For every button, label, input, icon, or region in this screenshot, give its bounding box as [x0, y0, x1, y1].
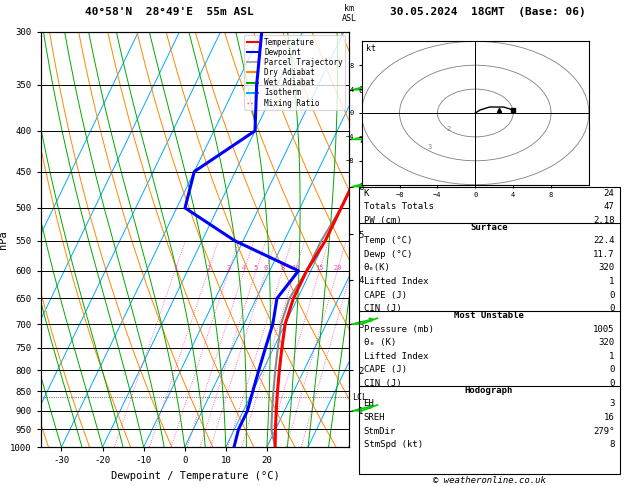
Text: θₑ (K): θₑ (K): [364, 338, 396, 347]
Text: CAPE (J): CAPE (J): [364, 291, 406, 300]
Text: 320: 320: [598, 263, 615, 273]
Text: 8: 8: [609, 440, 615, 450]
Text: 2.18: 2.18: [593, 216, 615, 225]
Legend: Temperature, Dewpoint, Parcel Trajectory, Dry Adiabat, Wet Adiabat, Isotherm, Mi: Temperature, Dewpoint, Parcel Trajectory…: [245, 35, 345, 110]
Text: 22.4: 22.4: [593, 236, 615, 245]
X-axis label: Dewpoint / Temperature (°C): Dewpoint / Temperature (°C): [111, 471, 279, 481]
Text: 30.05.2024  18GMT  (Base: 06): 30.05.2024 18GMT (Base: 06): [389, 7, 586, 17]
Y-axis label: hPa: hPa: [0, 230, 8, 249]
Text: 0: 0: [609, 365, 615, 375]
Text: StmDir: StmDir: [364, 427, 396, 436]
Text: 16: 16: [604, 413, 615, 422]
Text: 1: 1: [609, 277, 615, 286]
Text: Surface: Surface: [470, 223, 508, 232]
Text: 3: 3: [428, 144, 432, 150]
Text: Pressure (mb): Pressure (mb): [364, 325, 433, 334]
Text: K: K: [364, 189, 369, 198]
Text: 3: 3: [226, 265, 231, 271]
Text: Temp (°C): Temp (°C): [364, 236, 412, 245]
Text: SREH: SREH: [364, 413, 385, 422]
Text: 2: 2: [447, 126, 451, 132]
Text: 40°58'N  28°49'E  55m ASL: 40°58'N 28°49'E 55m ASL: [86, 7, 254, 17]
Text: 1005: 1005: [593, 325, 615, 334]
Text: CIN (J): CIN (J): [364, 379, 401, 388]
Text: Hodograph: Hodograph: [465, 386, 513, 395]
Text: CIN (J): CIN (J): [364, 304, 401, 313]
Text: θₑ(K): θₑ(K): [364, 263, 391, 273]
Text: 6: 6: [264, 265, 268, 271]
Text: 279°: 279°: [593, 427, 615, 436]
Text: Dewp (°C): Dewp (°C): [364, 250, 412, 259]
Text: 11.7: 11.7: [593, 250, 615, 259]
Text: kt: kt: [367, 44, 376, 53]
Text: 320: 320: [598, 338, 615, 347]
Text: 8: 8: [281, 265, 284, 271]
Text: PW (cm): PW (cm): [364, 216, 401, 225]
Text: Lifted Index: Lifted Index: [364, 277, 428, 286]
Text: EH: EH: [364, 399, 374, 409]
Text: 20: 20: [333, 265, 342, 271]
Text: CAPE (J): CAPE (J): [364, 365, 406, 375]
Text: Lifted Index: Lifted Index: [364, 352, 428, 361]
Text: 4: 4: [242, 265, 246, 271]
Text: Most Unstable: Most Unstable: [454, 311, 524, 320]
Text: 5: 5: [254, 265, 258, 271]
Text: 47: 47: [604, 202, 615, 211]
Text: LCL: LCL: [352, 393, 367, 401]
Text: 15: 15: [315, 265, 324, 271]
Text: 2: 2: [206, 265, 210, 271]
Text: 1: 1: [173, 265, 177, 271]
Text: 1: 1: [609, 352, 615, 361]
Text: 3: 3: [609, 399, 615, 409]
Text: StmSpd (kt): StmSpd (kt): [364, 440, 423, 450]
Text: 10: 10: [291, 265, 299, 271]
Text: Totals Totals: Totals Totals: [364, 202, 433, 211]
Text: 24: 24: [604, 189, 615, 198]
Text: km
ASL: km ASL: [342, 4, 357, 23]
Text: 0: 0: [609, 379, 615, 388]
Text: 0: 0: [609, 291, 615, 300]
Text: 0: 0: [609, 304, 615, 313]
Text: © weatheronline.co.uk: © weatheronline.co.uk: [433, 476, 545, 486]
